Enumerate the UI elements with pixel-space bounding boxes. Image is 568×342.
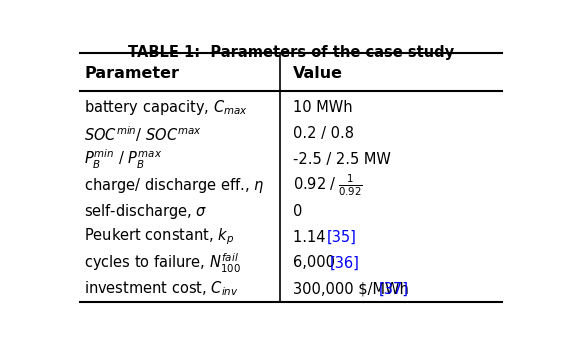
Text: 300,000 $/MWh: 300,000 $/MWh [293,281,414,296]
Text: 0: 0 [293,204,303,219]
Text: Value: Value [293,66,343,81]
Text: $SOC^{min}$/ $SOC^{max}$: $SOC^{min}$/ $SOC^{max}$ [84,124,202,144]
Text: Parameter: Parameter [84,66,179,81]
Text: 6,000: 6,000 [293,255,340,271]
Text: Peukert constant, $k_p$: Peukert constant, $k_p$ [84,227,235,248]
Text: self-discharge, $\sigma$: self-discharge, $\sigma$ [84,202,208,221]
Text: $0.92\;/\;\frac{1}{0.92}$: $0.92\;/\;\frac{1}{0.92}$ [293,173,363,198]
Text: 1.14: 1.14 [293,229,331,245]
Text: charge/ discharge eff., $\eta$: charge/ discharge eff., $\eta$ [84,176,265,195]
Text: 10 MWh: 10 MWh [293,101,353,116]
Text: [36]: [36] [330,255,360,271]
Text: investment cost, $C_{inv}$: investment cost, $C_{inv}$ [84,279,239,298]
Text: cycles to failure, $N_{100}^{fail}$: cycles to failure, $N_{100}^{fail}$ [84,251,241,275]
Text: 0.2 / 0.8: 0.2 / 0.8 [293,126,354,141]
Text: $P_B^{min}$ / $P_B^{max}$: $P_B^{min}$ / $P_B^{max}$ [84,148,162,171]
Text: battery capacity, $C_{max}$: battery capacity, $C_{max}$ [84,98,248,117]
Text: TABLE 1:  Parameters of the case study: TABLE 1: Parameters of the case study [128,45,454,60]
Text: [37]: [37] [379,281,409,296]
Text: [35]: [35] [326,229,356,245]
Text: -2.5 / 2.5 MW: -2.5 / 2.5 MW [293,152,391,167]
